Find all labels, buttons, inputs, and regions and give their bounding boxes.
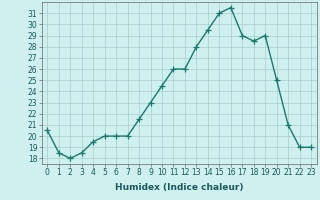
X-axis label: Humidex (Indice chaleur): Humidex (Indice chaleur) bbox=[115, 183, 244, 192]
